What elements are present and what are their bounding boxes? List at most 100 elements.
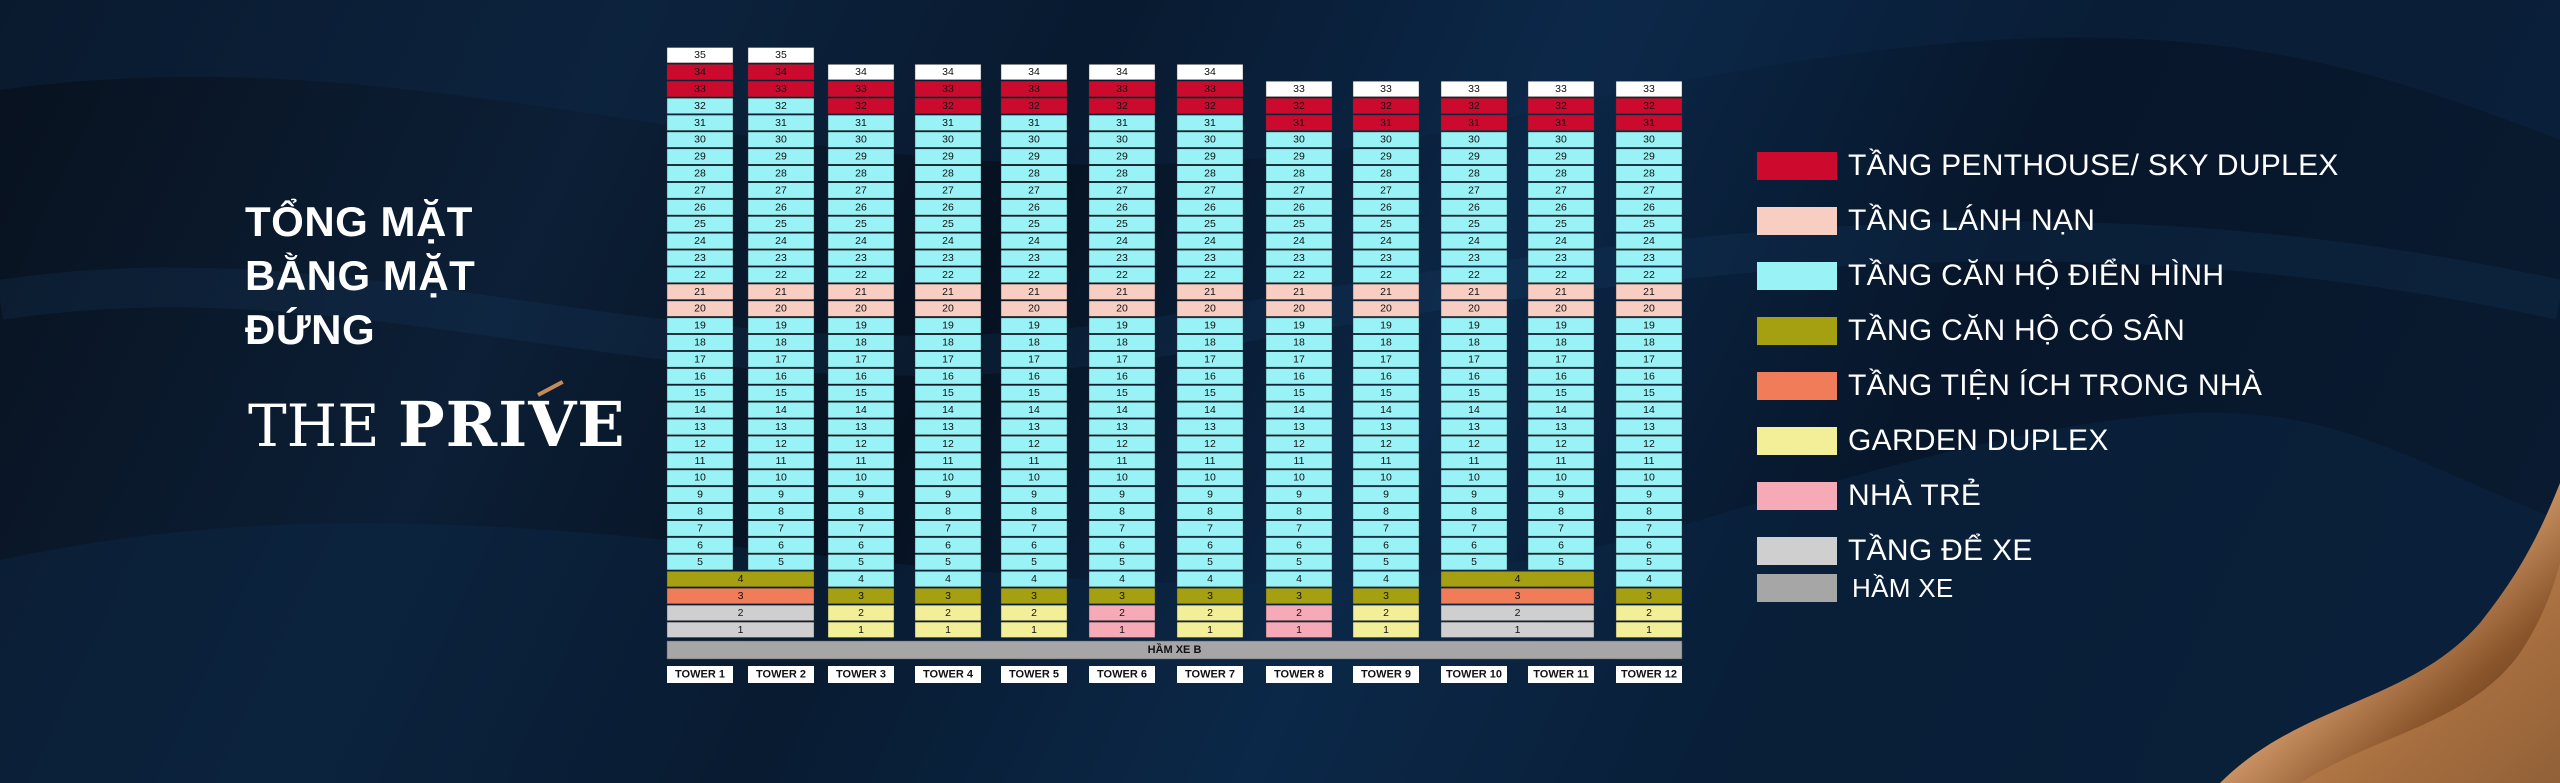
- title-line: TỔNG MẶT: [245, 198, 473, 245]
- floor-number: 2: [1515, 607, 1521, 619]
- floor-cell: [1265, 148, 1333, 165]
- floor-number: 28: [1555, 168, 1567, 180]
- floor-number: 3: [945, 590, 951, 602]
- floor-cell: [1265, 368, 1333, 385]
- tower-label-box: [1266, 666, 1332, 683]
- legend-swatch: [1757, 152, 1837, 180]
- floor-number: 4: [1207, 573, 1213, 585]
- floor-cell: [1265, 165, 1333, 182]
- tower-label-box: [1177, 666, 1243, 683]
- floor-cell: [914, 368, 982, 385]
- floor-number: 5: [1558, 556, 1564, 568]
- floor-number: 27: [694, 184, 706, 196]
- floor-number: 15: [1204, 387, 1216, 399]
- floor-number: 13: [1028, 421, 1040, 433]
- floor-cell: [827, 520, 895, 537]
- legend-label: GARDEN DUPLEX: [1848, 424, 2109, 457]
- floor-cell: [1000, 131, 1068, 148]
- floor-number: 11: [1294, 455, 1305, 467]
- floor-number: 22: [1468, 269, 1480, 281]
- floor-cell: [827, 588, 895, 604]
- floor-number: 8: [1558, 506, 1564, 518]
- floor-number: 10: [1116, 472, 1128, 484]
- floor-cell: [747, 47, 815, 64]
- floor-number: 31: [1555, 117, 1567, 129]
- floor-number: 29: [1293, 151, 1305, 163]
- floor-cell: [914, 267, 982, 283]
- floor-number: 9: [1296, 489, 1302, 501]
- floor-cell: [747, 199, 815, 216]
- floor-cell: [1088, 469, 1156, 486]
- floor-cell: [1176, 605, 1244, 621]
- floor-number: 16: [1028, 370, 1040, 382]
- tower-label: TOWER 4: [923, 669, 974, 681]
- floor-number: 12: [1643, 438, 1655, 450]
- floor-number: 13: [1293, 421, 1305, 433]
- floor-cell: [666, 469, 734, 486]
- floor-cell: [1265, 621, 1333, 638]
- floor-number: 8: [697, 506, 703, 518]
- floor-number: 31: [1116, 117, 1128, 129]
- floor-number: 32: [1293, 100, 1305, 112]
- floor-cell: [1265, 97, 1333, 114]
- floor-cell: [747, 436, 815, 452]
- floor-number: 3: [1207, 590, 1213, 602]
- floor-cell: [1440, 469, 1508, 486]
- floor-cell: [1527, 452, 1595, 469]
- floor-number: 6: [1558, 539, 1564, 551]
- floor-number: 19: [694, 320, 706, 332]
- floor-number: 20: [694, 303, 706, 315]
- floor-cell: [1352, 605, 1420, 621]
- floor-cell: [827, 283, 895, 300]
- floor-cell: [827, 317, 895, 334]
- tower-label: TOWER 2: [756, 669, 806, 681]
- floor-cell: [666, 182, 734, 199]
- floor-cell: [914, 469, 982, 486]
- floor-number: 16: [775, 370, 787, 382]
- floor-number: 4: [858, 573, 864, 585]
- floor-number: 6: [1119, 539, 1125, 551]
- floor-cell: [1615, 520, 1683, 537]
- floor-number: 7: [1471, 522, 1477, 534]
- floor-number: 8: [1031, 506, 1037, 518]
- floor-number: 26: [1643, 201, 1655, 213]
- floor-cell: [1088, 283, 1156, 300]
- floor-number: 9: [1119, 489, 1125, 501]
- floor-number: 16: [1468, 370, 1480, 382]
- floor-cell: [747, 114, 815, 131]
- floor-number: 12: [1380, 438, 1392, 450]
- tower-label-box: [748, 666, 814, 683]
- brand-logo: THE PRIVE: [248, 388, 626, 461]
- floor-number: 8: [1296, 506, 1302, 518]
- floor-number: 18: [855, 337, 867, 349]
- floor-cell: [1615, 114, 1683, 131]
- floor-cell: [1440, 452, 1508, 469]
- floor-number: 3: [1296, 590, 1302, 602]
- floor-cell: [747, 64, 815, 81]
- floor-number: 28: [775, 168, 787, 180]
- floor-cell: [1352, 300, 1420, 317]
- floor-number: 31: [1204, 117, 1216, 129]
- floor-cell: [827, 554, 895, 571]
- floor-number: 21: [1555, 286, 1567, 298]
- floor-cell: [747, 385, 815, 402]
- floor-cell: [1527, 216, 1595, 233]
- floor-number: 32: [942, 100, 954, 112]
- floor-number: 35: [694, 49, 706, 61]
- floor-cell: [1265, 402, 1333, 418]
- floor-cell: [1000, 605, 1068, 621]
- brand-part: THE: [248, 392, 380, 460]
- floor-cell: [914, 436, 982, 452]
- floor-cell: [1352, 216, 1420, 233]
- floor-cell: [1352, 537, 1420, 554]
- floor-cell: [1352, 436, 1420, 452]
- floor-cell: [747, 283, 815, 300]
- floor-number: 31: [1028, 117, 1040, 129]
- floor-cell: [1615, 250, 1683, 266]
- floor-cell: [1265, 334, 1333, 351]
- floor-cell: [1440, 131, 1508, 148]
- floor-number: 2: [738, 607, 744, 619]
- floor-number: 19: [775, 320, 787, 332]
- floor-number: 20: [855, 303, 867, 315]
- floor-number: 15: [1555, 387, 1567, 399]
